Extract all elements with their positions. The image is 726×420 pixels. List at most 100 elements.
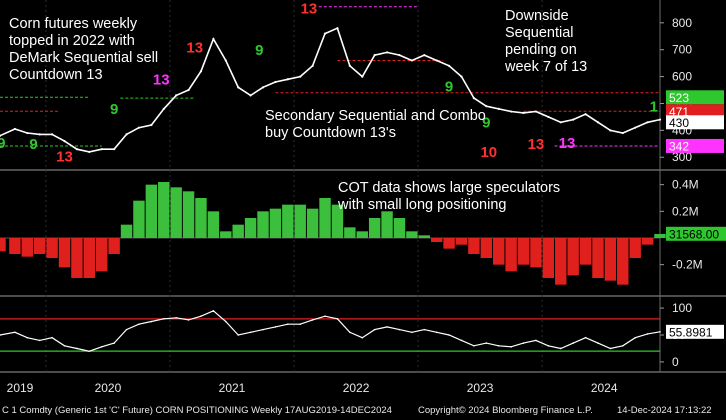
cot-bar: [158, 182, 170, 238]
cot-bar: [579, 238, 592, 265]
cot-bar: [244, 218, 257, 238]
panel-backgrounds: [0, 0, 726, 373]
demark-marker: 1: [650, 99, 658, 116]
cot-bar: [58, 238, 71, 268]
cot-bar: [493, 238, 505, 265]
demark-marker: 9: [110, 101, 118, 118]
cot-bar: [393, 218, 406, 238]
price-point: [485, 105, 488, 108]
demark-marker: 13: [153, 72, 170, 89]
price-point: [113, 148, 116, 151]
osc-y-tick-label: 0: [672, 355, 679, 369]
price-point: [13, 127, 16, 131]
cot-y-tick-label: -0.2M: [672, 258, 703, 272]
price-point: [522, 111, 525, 114]
osc-point: [386, 326, 388, 328]
price-point: [460, 75, 463, 78]
price-point: [634, 126, 637, 129]
cot-panel: [0, 182, 666, 285]
cot-bar: [641, 238, 654, 245]
osc-point: [497, 344, 500, 347]
osc-axis-badge-label: 55.8981: [669, 325, 713, 339]
cot-bar: [0, 238, 6, 252]
osc-point: [473, 344, 475, 347]
osc-point: [162, 318, 165, 320]
cot-bar: [629, 238, 641, 258]
osc-point: [621, 344, 624, 347]
cot-bar: [133, 200, 145, 238]
price-point: [26, 131, 29, 135]
osc-point: [299, 323, 302, 326]
price-point: [150, 123, 153, 127]
osc-point: [212, 309, 215, 312]
price-axis-badge-label: 523: [669, 91, 689, 105]
osc-point: [150, 320, 153, 323]
cot-bar: [480, 238, 493, 258]
cot-bar: [368, 218, 381, 238]
osc-point: [535, 339, 537, 342]
price-y-tick-label: 600: [672, 70, 692, 84]
x-tick-label: 2024: [591, 381, 618, 395]
price-point: [125, 133, 128, 136]
osc-point: [510, 346, 512, 348]
cot-bar: [108, 238, 120, 254]
price-point: [336, 27, 339, 30]
price-point: [534, 110, 538, 113]
cot-bar: [269, 208, 282, 238]
cot-bar: [282, 204, 294, 238]
price-point: [547, 115, 550, 119]
price-series-line: [0, 27, 661, 153]
price-point: [274, 80, 277, 84]
osc-point: [249, 331, 252, 334]
cot-bar: [9, 238, 21, 254]
cot-bar: [96, 238, 108, 272]
cot-bar: [555, 238, 567, 285]
osc-point: [0, 334, 1, 336]
cot-bar: [207, 211, 220, 238]
osc-point: [659, 330, 661, 333]
price-point: [423, 53, 426, 57]
price-point: [212, 37, 215, 41]
osc-point: [398, 328, 401, 331]
price-point: [175, 94, 178, 97]
price-point: [584, 113, 587, 116]
cot-bar: [257, 211, 269, 238]
cot-bar: [145, 184, 158, 238]
sequential-levels: [0, 6, 660, 147]
osc-point: [26, 336, 29, 339]
osc-point: [63, 344, 66, 347]
demark-marker: 13: [186, 39, 203, 56]
price-y-tick-label: 300: [672, 150, 692, 164]
cot-bar: [517, 238, 530, 265]
cot-bar: [604, 238, 617, 281]
osc-point: [547, 344, 550, 347]
osc-point: [224, 320, 227, 323]
price-panel: [0, 27, 662, 153]
annotation-top-right: Downside Sequential pending on week 7 of…: [505, 8, 588, 75]
price-point: [299, 75, 302, 78]
osc-point: [460, 339, 463, 342]
osc-point: [646, 333, 649, 335]
axes: 2019202020212022202320243004005006007008…: [7, 16, 726, 395]
cot-bar: [567, 238, 579, 276]
price-point: [187, 88, 190, 92]
osc-point: [125, 328, 128, 331]
demark-marker: 13: [528, 136, 545, 153]
price-point: [572, 118, 575, 121]
price-point: [286, 78, 289, 81]
price-axis-badge-label: 430: [669, 116, 689, 130]
cot-bar: [505, 238, 517, 272]
demark-marker: 13: [301, 0, 318, 17]
demark-markers: 9 9 13 9 13 13 9 13 9 9 10 13 13 1: [0, 0, 658, 165]
annotation-middle: Secondary Sequential and Combo buy Count…: [265, 108, 486, 141]
price-y-tick-label: 700: [672, 43, 692, 57]
cot-bar: [418, 235, 430, 238]
cot-bar: [21, 238, 34, 257]
osc-point: [597, 342, 599, 344]
cot-bar: [71, 238, 83, 278]
demark-marker: 13: [559, 135, 576, 152]
osc-point: [361, 336, 364, 339]
demark-marker: 9: [255, 42, 263, 59]
demark-marker: 13: [56, 148, 73, 165]
annotation-top-left: Corn futures weekly topped in 2022 with …: [9, 16, 159, 83]
